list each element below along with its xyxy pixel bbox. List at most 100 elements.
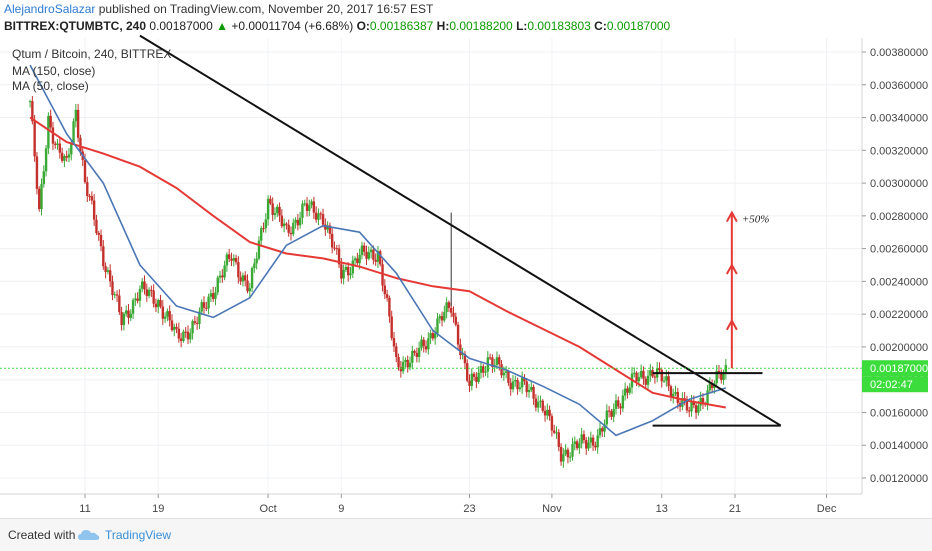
candlestick-chart[interactable]: +50% 0.00120000 0.00140000 0.00160000 0.001… [0,0,932,518]
candle-body [511,381,515,390]
candle-body [211,293,215,299]
candle-body [35,156,39,189]
open-value: 0.00186387 [369,19,434,33]
time-tick-label: Dec [817,503,837,515]
time-tick-label: 23 [463,503,475,515]
candle-body [198,311,201,324]
candle-body [431,333,435,339]
candle-body [607,410,611,412]
candle-body [173,326,176,331]
last-price-tag-text: 0.00187000 [870,363,928,375]
candle-body [518,387,522,390]
candle-body [106,270,110,272]
candle-body [152,290,155,304]
candle-body [427,338,430,350]
price-tick-label: 0.00240000 [870,276,928,288]
price-tick-label: 0.00120000 [870,473,928,485]
candle-body [301,203,304,218]
candle-body [163,316,167,319]
candle-body [626,388,629,393]
candle-body [260,228,263,241]
candle-body [296,219,300,226]
candle-body [559,446,563,462]
candle-body [216,277,219,293]
candle-body [353,258,357,261]
price-axis[interactable]: 0.001200000.001400000.001600000.00180000… [861,38,932,494]
candle-body [633,372,636,374]
candle-body [589,437,593,443]
low-value: 0.00183803 [527,19,591,33]
candle-body [534,398,538,408]
candle-body [108,270,112,282]
candle-body [514,380,517,382]
candle-body [330,233,334,248]
candle-body [683,398,686,400]
candle-body [468,380,471,386]
candle-body [475,376,478,382]
candle-body [102,246,105,267]
candle-body [379,251,382,265]
ma150-line [29,116,726,409]
candle-body [111,281,114,295]
price-tick-label: 0.00140000 [870,440,928,452]
candle-body [408,362,412,368]
candle-body [200,302,203,312]
candle-body [214,292,217,299]
tradingview-link[interactable]: TradingView [105,528,172,542]
candle-body [532,386,535,399]
candle-body [443,312,446,321]
legend-ma150: MA (150, close) [12,64,95,78]
candle-body [241,275,245,282]
candle-body [253,263,256,269]
candle-body [33,121,36,157]
candle-body [83,159,87,183]
candle-body [701,398,705,404]
candle-body [433,333,437,339]
candle-body [177,328,181,339]
candle-body [406,359,409,368]
candle-body [179,338,183,341]
candle-body [392,338,396,347]
candle-body [569,456,572,458]
candle-body [239,277,242,282]
candle-body [333,247,336,249]
candle-body [205,307,208,309]
candle-body [54,143,57,145]
candle-body [326,225,329,230]
ma50-line [29,64,727,437]
candle-body [619,406,622,409]
candle-body [266,198,270,220]
candle-body [429,333,432,339]
time-tick-label: 19 [152,503,164,515]
candle-body [642,370,645,379]
last-price-tag [862,360,928,377]
candle-body [438,316,441,319]
candle-body [498,357,501,365]
candle-body [539,400,542,402]
candle-body [280,215,284,227]
candle-body [342,270,345,279]
candle-body [585,440,588,449]
candle-body [99,234,103,247]
candle-body [715,370,718,384]
candle-body [90,196,94,201]
candle-body [31,101,34,122]
candle-body [324,224,327,230]
author-link[interactable]: AlejandroSalazar [4,2,96,16]
candle-body [321,214,325,225]
candle-body [669,386,673,398]
candle-body [587,442,590,449]
price-tick-label: 0.00160000 [870,407,928,419]
price-tick-label: 0.00340000 [870,113,928,125]
candle-body [122,313,126,326]
candle-body [566,449,570,458]
time-axis[interactable]: 11 19 Oct 9 23 Nov 13 21 Dec [0,493,862,515]
last-price: 0.00187000 [149,19,213,33]
candle-body [546,409,549,416]
candle-body [520,377,524,388]
candle-body [115,294,119,296]
candle-body [95,219,98,234]
candle-body [536,401,540,408]
candle-body [543,410,547,416]
candle-body [694,405,698,413]
